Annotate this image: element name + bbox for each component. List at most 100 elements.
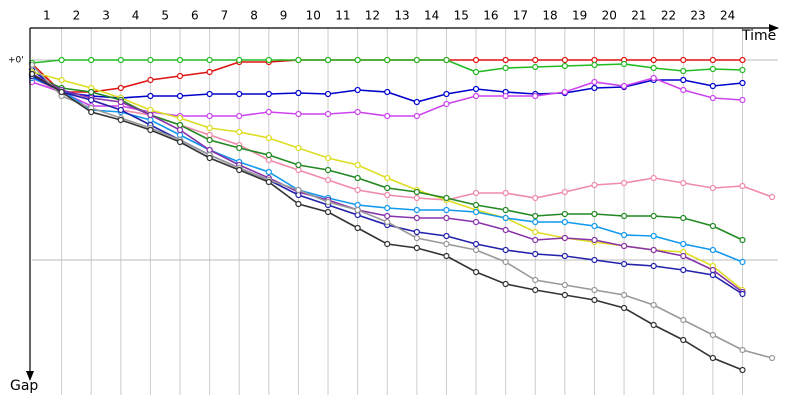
point <box>354 224 361 232</box>
point <box>472 208 480 216</box>
point <box>88 88 95 96</box>
point <box>324 176 332 184</box>
point <box>739 96 746 104</box>
point <box>739 346 746 354</box>
point <box>502 56 509 64</box>
point <box>620 260 628 268</box>
point <box>650 232 657 240</box>
point <box>413 228 420 236</box>
point <box>680 214 687 222</box>
x-tick-label: 3 <box>102 9 110 23</box>
point <box>295 186 302 194</box>
point <box>295 161 302 169</box>
point <box>680 336 687 344</box>
point <box>472 189 480 197</box>
x-tick-label: 23 <box>690 9 705 23</box>
point <box>532 286 539 294</box>
point <box>384 204 391 212</box>
point <box>739 66 746 74</box>
point <box>532 92 539 100</box>
point <box>324 90 332 98</box>
point <box>561 88 568 96</box>
point <box>117 84 124 92</box>
point <box>295 200 302 208</box>
point <box>443 206 450 214</box>
point <box>206 56 213 64</box>
x-tick-label: 17 <box>513 9 528 23</box>
point <box>561 210 568 218</box>
x-tick-label: 9 <box>280 9 288 23</box>
point <box>147 116 154 124</box>
point <box>354 206 361 214</box>
point <box>295 191 302 199</box>
point <box>443 214 450 222</box>
point <box>354 211 361 219</box>
point <box>680 266 687 274</box>
point <box>680 179 687 187</box>
x-axis-label: Time <box>741 28 776 44</box>
point <box>650 174 657 182</box>
point <box>413 98 420 106</box>
point <box>680 86 687 94</box>
point <box>561 234 568 242</box>
point <box>680 67 687 75</box>
point <box>650 212 657 220</box>
point <box>413 188 420 196</box>
point <box>502 92 509 100</box>
point <box>176 131 184 139</box>
x-tick-label: 24 <box>720 9 735 23</box>
point <box>413 234 420 242</box>
point <box>620 82 628 90</box>
point <box>739 79 746 87</box>
point <box>502 189 509 197</box>
point <box>650 301 657 309</box>
point <box>650 56 657 64</box>
point <box>561 291 568 299</box>
point <box>472 68 480 76</box>
x-tick-label: 19 <box>572 9 587 23</box>
x-tick-label: 6 <box>191 9 199 23</box>
point <box>265 168 272 176</box>
point <box>709 184 716 192</box>
point <box>561 281 568 289</box>
point <box>265 156 272 164</box>
point <box>650 74 657 82</box>
point <box>709 94 716 102</box>
point <box>443 194 450 202</box>
point <box>265 134 272 142</box>
point <box>354 186 361 194</box>
point <box>413 214 420 222</box>
point <box>206 136 213 144</box>
point <box>709 65 716 73</box>
point <box>413 244 420 252</box>
point <box>620 291 628 299</box>
point <box>591 210 598 218</box>
point <box>591 61 598 69</box>
point <box>620 212 628 220</box>
point <box>591 222 598 230</box>
point <box>236 128 243 136</box>
point <box>413 206 420 214</box>
point <box>591 56 598 64</box>
point <box>354 161 361 169</box>
point <box>532 56 539 64</box>
point <box>620 304 628 312</box>
point <box>117 116 124 124</box>
point <box>176 126 184 134</box>
point <box>295 56 302 64</box>
point <box>206 131 213 139</box>
point <box>472 85 480 93</box>
point <box>384 88 391 96</box>
point <box>236 166 243 174</box>
x-tick-label: 4 <box>132 9 140 23</box>
x-tick-label: 11 <box>335 9 350 23</box>
point <box>88 56 95 64</box>
x-tick-label: 13 <box>394 9 409 23</box>
point <box>591 78 598 86</box>
point <box>739 56 746 64</box>
y-tick-label: +0' <box>8 56 24 66</box>
point <box>117 106 124 114</box>
x-tick-label: 14 <box>424 9 439 23</box>
point <box>176 92 184 100</box>
point <box>532 212 539 220</box>
